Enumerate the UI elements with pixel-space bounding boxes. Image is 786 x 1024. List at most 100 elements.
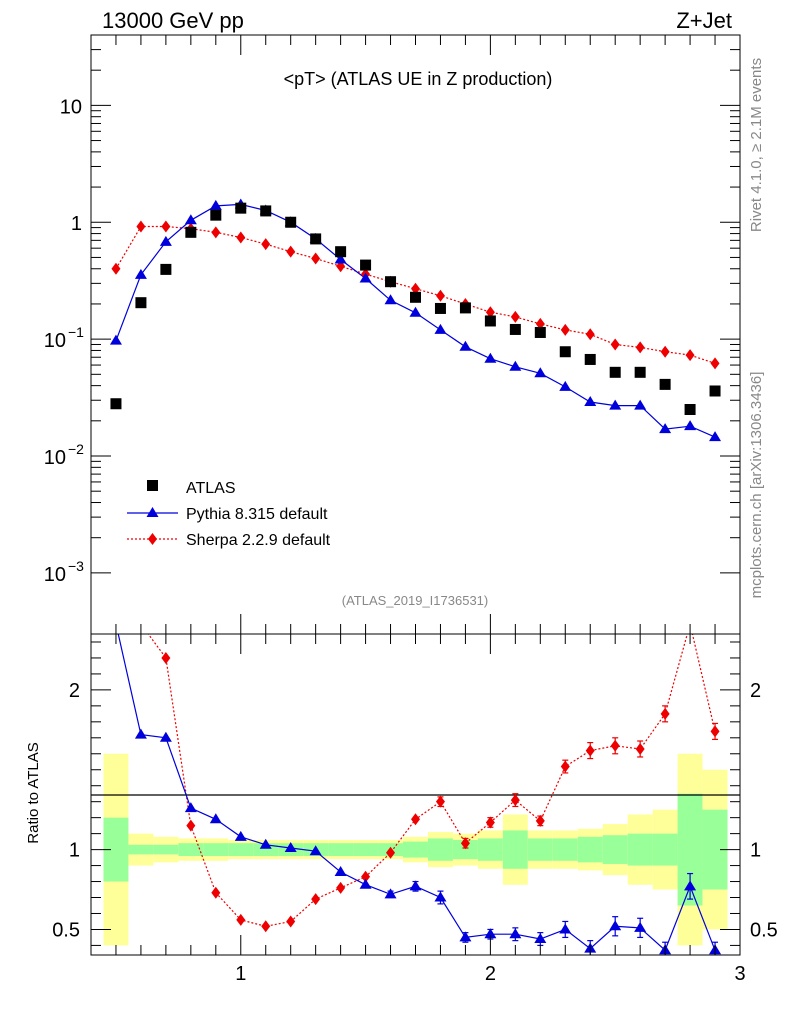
atlas-point <box>235 202 247 214</box>
sherpa-point <box>261 238 271 251</box>
pythia-point <box>709 431 722 442</box>
atlas-point <box>410 291 421 303</box>
pythia-point <box>459 340 472 351</box>
pythia-point <box>409 306 422 317</box>
ratio-y-tick-label-right: 0.5 <box>750 919 778 941</box>
energy-label: 13000 GeV pp <box>102 8 244 33</box>
ratio-band-inner <box>627 833 653 866</box>
atlas-point <box>434 302 446 314</box>
pythia-ratio-point <box>509 928 522 939</box>
main-y-tick-label: 10 <box>44 564 66 586</box>
ratio-band-inner <box>427 838 453 861</box>
main-y-tick-label: 10 <box>60 96 82 118</box>
legend-atlas-marker <box>147 480 158 491</box>
atlas-point <box>584 353 596 365</box>
sherpa-point <box>485 306 495 319</box>
mcplots-label: mcplots.cern.ch [arXiv:1306.3436] <box>748 372 765 599</box>
atlas-point <box>634 366 646 378</box>
pythia-point <box>509 360 522 371</box>
ratio-y-tick-label-right: 2 <box>750 680 761 702</box>
pythia-point <box>434 323 447 334</box>
atlas-point <box>360 259 372 271</box>
atlas-point <box>210 209 222 221</box>
sherpa-ratio-point <box>635 742 645 755</box>
legend-atlas-label: ATLAS <box>186 480 236 497</box>
ratio-band-inner <box>353 843 379 856</box>
pythia-point <box>384 294 397 305</box>
sherpa-point <box>685 349 695 362</box>
legend-sherpa-label: Sherpa 2.2.9 default <box>186 532 331 549</box>
ratio-ticks: 0.5 0.5 1 1 2 2 1 2 3 <box>52 634 778 985</box>
sherpa-ratio-point <box>261 920 271 933</box>
ratio-band-inner <box>502 830 528 869</box>
legend-sherpa-marker <box>148 533 157 545</box>
ratio-band-inner <box>452 840 478 860</box>
main-y-tick-label: 10 <box>44 447 66 469</box>
sherpa-point <box>635 341 645 354</box>
sherpa-ratio-point <box>535 814 545 827</box>
atlas-point <box>160 263 172 275</box>
sherpa-ratio-point <box>286 915 296 928</box>
pythia-ratio-point <box>534 933 547 944</box>
sherpa-point <box>161 220 171 233</box>
ratio-y-tick-label-left: 2 <box>69 680 80 702</box>
sherpa-ratio-point <box>311 893 321 906</box>
ratio-band-inner <box>128 844 154 855</box>
sherpa-ratio-point <box>236 913 246 926</box>
atlas-point <box>385 276 397 288</box>
ratio-band-inner <box>403 841 428 858</box>
ratio-ylabel: Ratio to ATLAS <box>25 742 42 843</box>
pythia-point <box>484 352 497 363</box>
atlas-point <box>335 246 347 258</box>
sherpa-point <box>211 226 221 239</box>
atlas-point <box>684 403 696 415</box>
ratio-band-inner <box>527 838 553 861</box>
pythia-line <box>115 203 716 438</box>
pythia-ratio-point <box>484 928 497 939</box>
ratio-band-inner <box>253 843 279 856</box>
pythia-point <box>159 235 172 246</box>
ratio-band-inner <box>178 843 204 856</box>
sherpa-point <box>585 328 595 341</box>
sherpa-ratio-point <box>510 794 520 807</box>
pythia-point <box>109 334 122 345</box>
legend-pythia-marker <box>146 507 159 517</box>
pythia-point <box>184 214 197 225</box>
atlas-point <box>135 297 147 309</box>
atlas-point <box>559 346 571 358</box>
sherpa-point <box>236 231 246 244</box>
ratio-band-inner <box>552 838 578 861</box>
atlas-point <box>484 315 496 327</box>
pythia-ratio-point <box>259 838 272 849</box>
legend-pythia-label: Pythia 8.315 default <box>186 506 328 523</box>
ratio-bands <box>103 753 728 946</box>
sherpa-point <box>136 220 146 233</box>
pythia-point <box>559 380 572 391</box>
main-y-tick-exponent: −1 <box>68 324 84 340</box>
pythia-ratio-point <box>684 880 697 891</box>
sherpa-ratio-point <box>610 739 620 752</box>
pythia-ratio-point <box>459 931 472 942</box>
pythia-ratio-point <box>384 888 397 899</box>
pythia-ratio-point <box>234 830 247 841</box>
sherpa-point <box>286 245 296 258</box>
ratio-frame <box>90 633 741 956</box>
main-y-tick-exponent: −2 <box>68 441 84 457</box>
ratio-x-tick-label: 3 <box>734 963 745 985</box>
atlas-point <box>260 205 272 217</box>
sherpa-ratio-point <box>435 795 445 808</box>
sherpa-point <box>660 345 670 358</box>
sherpa-point <box>560 323 570 336</box>
atlas-point <box>310 233 322 245</box>
atlas-point <box>509 323 521 335</box>
legend: ATLAS Pythia 8.315 default Sherpa 2.2.9 … <box>127 480 331 549</box>
sherpa-point <box>535 317 545 330</box>
main-data <box>109 198 722 442</box>
pythia-point <box>534 367 547 378</box>
ratio-y-tick-label-left: 1 <box>69 840 80 862</box>
sherpa-ratio-point <box>485 816 495 829</box>
ratio-band-inner <box>328 843 354 856</box>
pythia-ratio-line <box>117 634 716 952</box>
ratio-x-tick-label: 2 <box>485 963 496 985</box>
